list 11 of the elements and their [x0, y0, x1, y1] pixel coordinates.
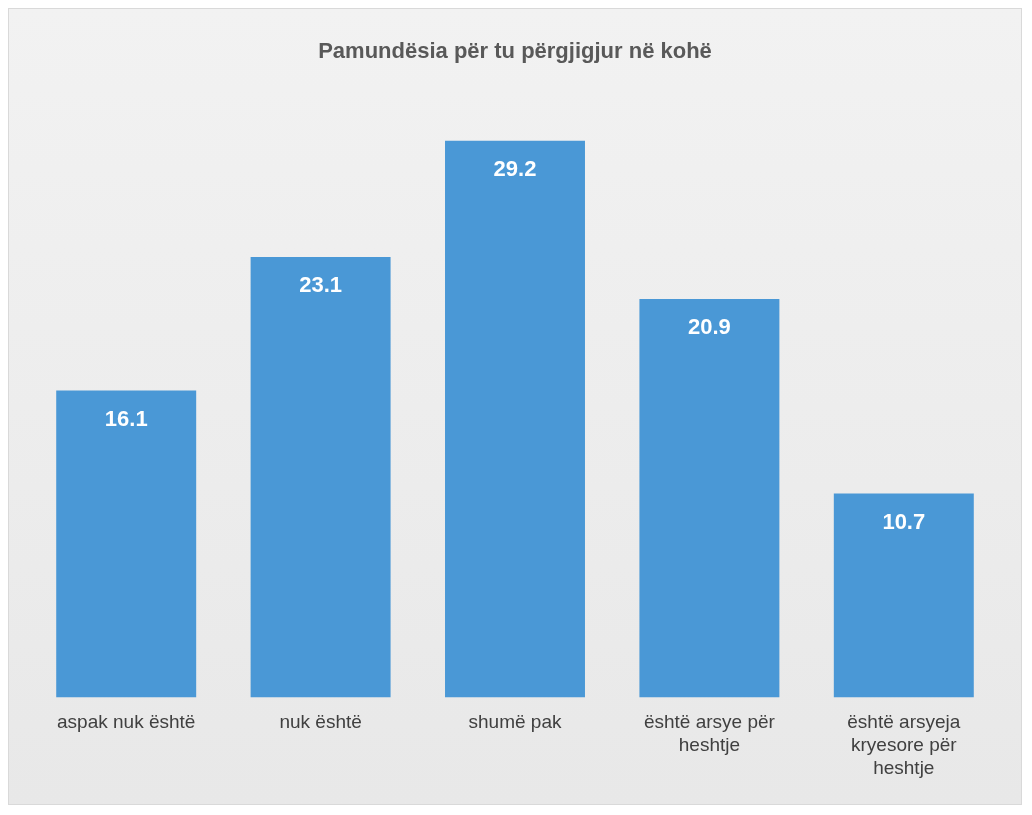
x-tick-label: nuk është	[279, 711, 362, 733]
chart-title: Pamundësia për tu përgjigjur në kohë	[318, 38, 712, 64]
x-tick-label: është arsyeja kryesore për heshtje	[847, 711, 961, 778]
data-label: 16.1	[104, 405, 148, 431]
x-tick-label: aspak nuk është	[57, 711, 196, 733]
data-label: 23.1	[299, 272, 343, 298]
data-label: 10.7	[882, 508, 926, 534]
x-tick-label: është arsye për heshtje	[643, 711, 776, 756]
data-label: 20.9	[687, 314, 731, 340]
x-tick-label: shumë pak	[468, 711, 562, 733]
data-label: 29.2	[493, 155, 537, 181]
